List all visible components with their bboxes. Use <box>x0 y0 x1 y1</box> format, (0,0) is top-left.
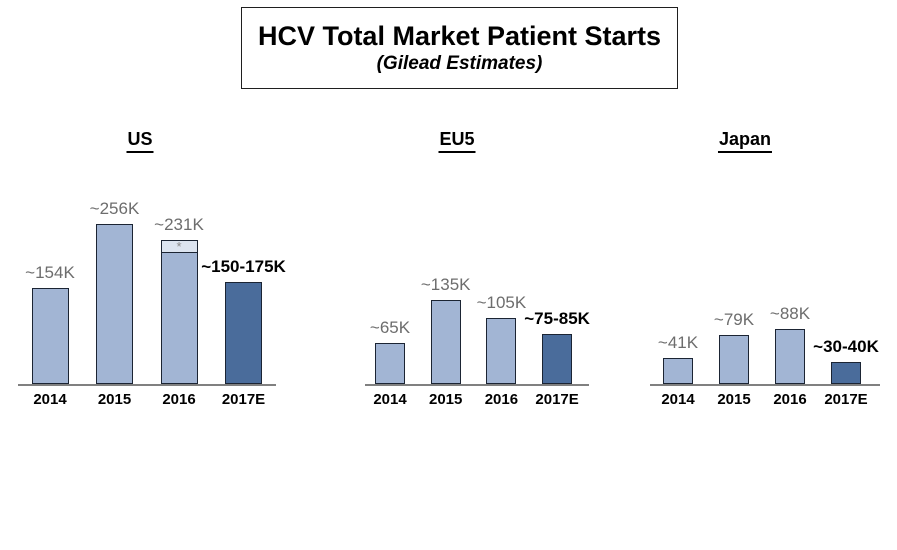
value-label-eu5-2016: ~105K <box>476 293 527 313</box>
bar-japan-2015 <box>719 334 749 384</box>
year-label-us-2017e: 2017E <box>221 391 266 408</box>
year-label-us-2014: 2014 <box>33 391 67 408</box>
value-label-japan-2015: ~79K <box>713 309 755 329</box>
bar-japan-2017e <box>831 362 861 384</box>
value-label-us-2017e: ~150-175K <box>201 257 286 277</box>
year-label-eu5-2014: 2014 <box>373 391 407 408</box>
bar-eu5-2014 <box>375 343 405 384</box>
year-label-eu5-2016: 2016 <box>484 391 519 408</box>
value-label-eu5-2015: ~135K <box>420 274 471 294</box>
value-label-eu5-2017e: ~75-85K <box>524 309 590 328</box>
bar-us-2017e <box>225 282 262 384</box>
asterisk-marker-segment: * <box>160 240 198 254</box>
value-label-japan-2017e: ~30-40K <box>813 337 879 357</box>
year-label-us-2015: 2015 <box>97 391 132 408</box>
value-label-us-2015: ~256K <box>89 199 140 218</box>
bar-us-2014 <box>31 287 69 384</box>
chart-subtitle: (Gilead Estimates) <box>376 53 543 74</box>
year-label-japan-2014: 2014 <box>661 391 695 408</box>
title-box: HCV Total Market Patient Starts (Gilead … <box>241 7 678 89</box>
year-label-japan-2017e: 2017E <box>824 391 868 408</box>
year-label-eu5-2015: 2015 <box>429 391 463 408</box>
value-label-eu5-2014: ~65K <box>369 318 411 338</box>
chart-header-japan: Japan <box>717 129 773 153</box>
bar-japan-2014 <box>663 358 693 384</box>
chart-header-eu5: EU5 <box>438 129 476 153</box>
bar-us-2016: * <box>160 240 198 384</box>
year-label-eu5-2017e: 2017E <box>535 391 579 408</box>
year-label-us-2016: 2016 <box>162 391 196 408</box>
value-label-japan-2016: ~88K <box>769 304 811 323</box>
axis-line-eu5 <box>365 384 589 386</box>
axis-line-japan <box>650 384 880 386</box>
year-label-japan-2015: 2015 <box>717 391 751 408</box>
chart-title: HCV Total Market Patient Starts <box>257 21 662 51</box>
bar-eu5-2015 <box>430 299 461 384</box>
bar-us-2015 <box>96 224 133 384</box>
bar-japan-2016 <box>775 329 805 384</box>
value-label-us-2014: ~154K <box>25 262 75 282</box>
bar-eu5-2017e <box>542 334 573 384</box>
value-label-us-2016: ~231K <box>154 214 204 234</box>
bar-eu5-2016 <box>486 318 517 384</box>
value-label-japan-2014: ~41K <box>657 333 699 353</box>
chart-header-us: US <box>126 129 154 153</box>
year-label-japan-2016: 2016 <box>773 391 807 408</box>
axis-line-us <box>18 384 276 386</box>
